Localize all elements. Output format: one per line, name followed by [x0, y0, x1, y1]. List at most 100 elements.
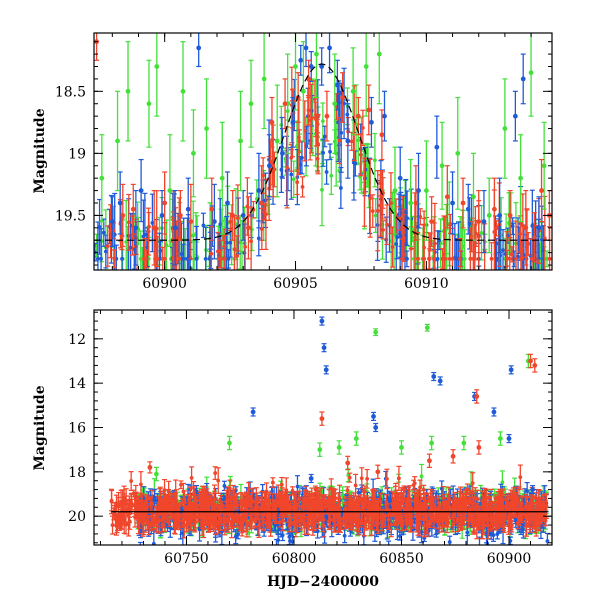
top-green-observation — [295, 144, 299, 149]
top-blue-point — [240, 213, 246, 218]
top-red-observation — [316, 142, 320, 146]
top-green-observation — [373, 213, 378, 218]
top-green-point — [115, 138, 120, 144]
top-blue-point — [481, 219, 487, 225]
top-red-point — [209, 206, 215, 212]
bottom-blue-observation — [525, 489, 530, 494]
top-red-observation — [385, 222, 389, 227]
top-green-observation — [372, 158, 377, 163]
top-blue-point — [211, 219, 217, 225]
top-blue-observation — [181, 256, 186, 261]
top-green-point — [146, 101, 152, 107]
top-red-observation — [518, 231, 523, 236]
top-blue-observation — [97, 224, 102, 229]
top-green-point — [314, 51, 319, 57]
top-y-axis-label: Magnitude — [32, 108, 48, 193]
top-red-observation — [362, 190, 367, 194]
top-axes-frame — [93, 32, 553, 271]
top-red-observation — [380, 193, 385, 198]
top-red-point — [400, 225, 406, 231]
top-red-observation — [375, 208, 380, 213]
top-blue-point — [185, 206, 191, 212]
top-green-observation — [545, 256, 549, 261]
top-red-observation — [370, 209, 375, 213]
top-blue-point — [382, 113, 387, 119]
top-red-observation — [530, 256, 534, 261]
top-blue-point — [159, 213, 165, 218]
top-red-point — [460, 200, 466, 206]
top-blue-observation — [494, 256, 499, 261]
top-red-observation — [440, 256, 445, 261]
top-blue-point — [434, 144, 440, 150]
top-red-observation — [542, 236, 547, 241]
bottom-blue-observation — [495, 532, 500, 537]
top-green-point — [261, 76, 267, 82]
top-red-point — [523, 225, 529, 231]
top-blue-observation — [228, 240, 233, 245]
top-green-observation — [462, 256, 467, 261]
top-green-point — [486, 213, 492, 218]
bottom-green-observation — [500, 480, 505, 485]
top-green-observation — [238, 240, 243, 245]
top-blue-point — [536, 225, 542, 231]
top-red-observation — [494, 226, 499, 231]
top-red-observation — [105, 244, 110, 248]
top-green-observation — [320, 187, 324, 192]
top-blue-point — [117, 200, 123, 206]
top-red-observation — [261, 173, 266, 178]
top-blue-observation — [194, 256, 199, 261]
top-red-point — [429, 219, 435, 225]
top-blue-point — [465, 206, 471, 212]
top-blue-observation — [226, 256, 231, 261]
bottom-blue-observation — [411, 528, 415, 532]
top-red-observation — [232, 247, 237, 252]
top-red-observation — [378, 203, 383, 208]
top-red-point — [151, 225, 157, 231]
top-red-observation — [108, 229, 113, 234]
top-blue-point — [308, 64, 314, 69]
top-green-point — [293, 64, 298, 69]
top-green-point — [423, 188, 429, 193]
bottom-blue-observation — [222, 483, 227, 488]
top-x-tick-label: 60900 — [142, 276, 187, 292]
top-blue-observation — [179, 252, 184, 256]
top-panel: 60900 60905 60910 18.5 19 19.5 Magnitude — [32, 32, 553, 292]
top-red-observation — [514, 256, 518, 261]
top-green-point — [204, 126, 209, 131]
top-red-observation — [443, 256, 447, 261]
top-blue-observation — [405, 256, 409, 261]
top-green-point — [300, 88, 306, 94]
top-blue-observation — [395, 235, 399, 240]
top-blue-point — [520, 76, 526, 82]
top-blue-observation — [99, 256, 103, 261]
top-red-observation — [222, 235, 226, 240]
top-blue-observation — [128, 245, 133, 250]
top-red-observation — [505, 256, 509, 261]
top-red-point — [355, 113, 361, 119]
top-red-observation — [547, 256, 552, 261]
top-blue-observation — [101, 230, 106, 235]
top-red-observation — [162, 256, 167, 261]
top-blue-point — [298, 57, 304, 63]
top-red-observation — [249, 239, 254, 244]
top-blue-point — [138, 188, 144, 193]
top-blue-observation — [289, 172, 294, 177]
top-red-observation — [126, 220, 131, 225]
top-red-observation — [349, 139, 354, 144]
top-green-point — [376, 51, 382, 57]
top-red-observation — [409, 246, 413, 251]
bottom-blue-observation — [545, 539, 550, 544]
top-blue-point — [133, 225, 139, 231]
top-red-observation — [432, 241, 437, 246]
top-blue-observation — [203, 256, 208, 261]
bottom-green-observation — [419, 474, 424, 479]
top-blue-observation — [256, 236, 261, 241]
top-blue-point — [225, 200, 230, 206]
top-green-point — [248, 101, 254, 107]
top-y-tick-label: 19.5 — [55, 208, 86, 224]
top-blue-observation — [141, 234, 146, 239]
top-red-observation — [532, 235, 537, 240]
top-green-point — [274, 138, 280, 144]
top-red-observation — [295, 180, 300, 185]
top-red-observation — [447, 256, 452, 261]
